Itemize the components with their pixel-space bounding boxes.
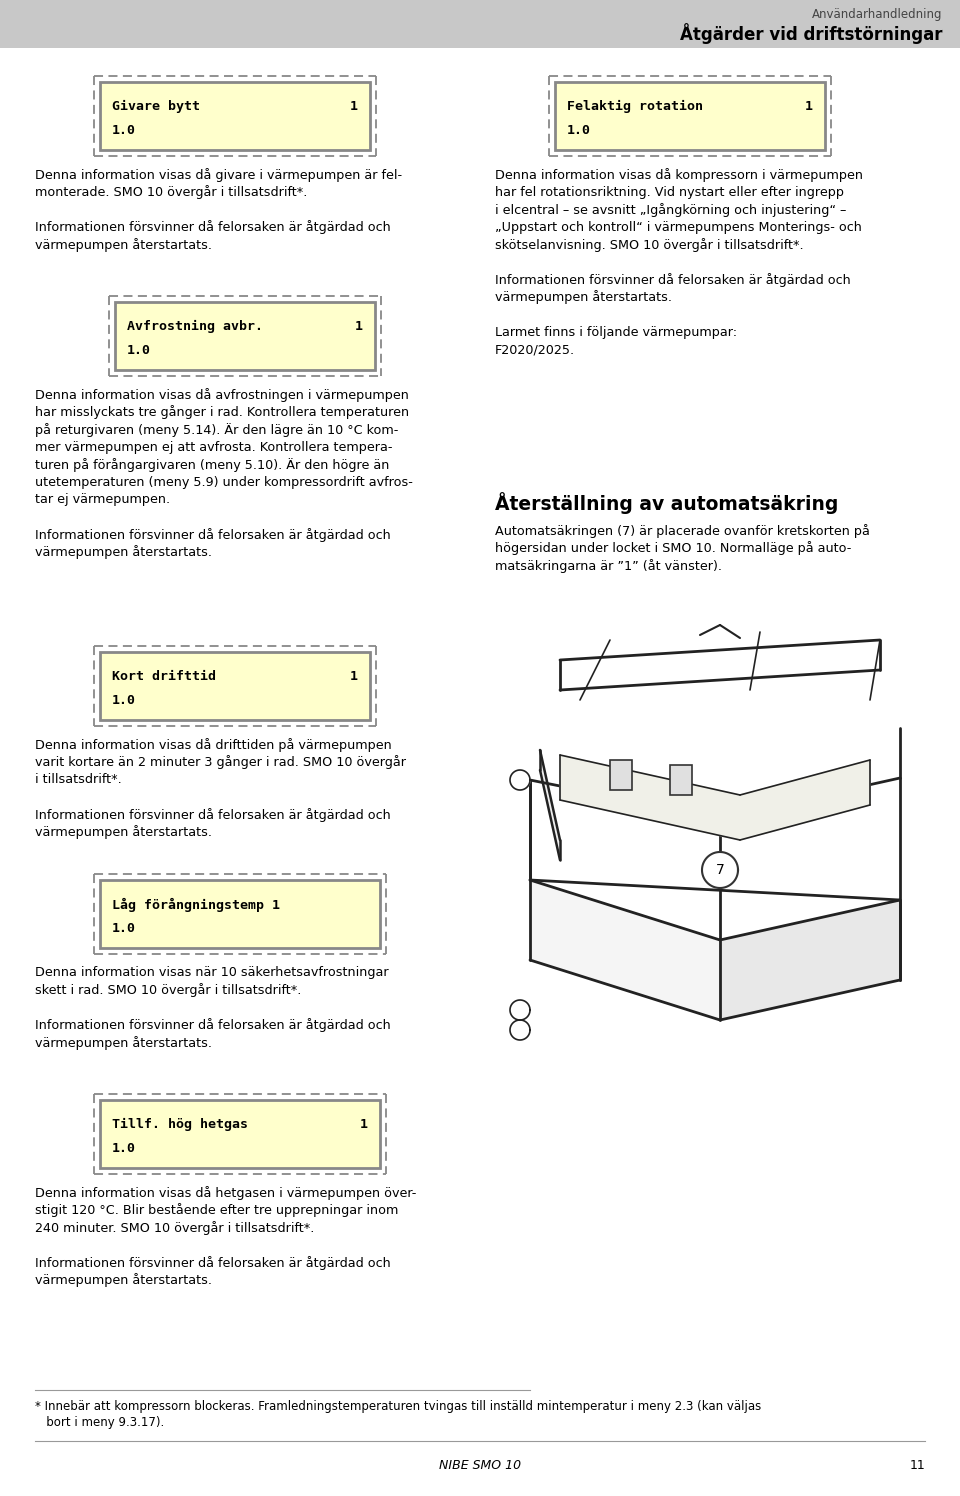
Text: tar ej värmepumpen.: tar ej värmepumpen. (35, 494, 170, 506)
Text: Informationen försvinner då felorsaken är åtgärdad och: Informationen försvinner då felorsaken ä… (35, 528, 391, 542)
Text: Åtgärder vid driftstörningar: Åtgärder vid driftstörningar (680, 24, 942, 45)
Text: turen på förångargivaren (meny 5.10). Är den högre än: turen på förångargivaren (meny 5.10). Är… (35, 458, 390, 471)
Text: Informationen försvinner då felorsaken är åtgärdad och: Informationen försvinner då felorsaken ä… (495, 272, 851, 287)
Text: „Uppstart och kontroll“ i värmepumpens Monterings- och: „Uppstart och kontroll“ i värmepumpens M… (495, 220, 862, 233)
Text: utetemperaturen (meny 5.9) under kompressordrift avfros-: utetemperaturen (meny 5.9) under kompres… (35, 476, 413, 489)
Text: Denna information visas då hetgasen i värmepumpen över-: Denna information visas då hetgasen i vä… (35, 1186, 417, 1200)
Text: på returgivaren (meny 5.14). Är den lägre än 10 °C kom-: på returgivaren (meny 5.14). Är den lägr… (35, 423, 398, 437)
Text: i elcentral – se avsnitt „Igångkörning och injustering“ –: i elcentral – se avsnitt „Igångkörning o… (495, 203, 847, 217)
Text: 1.0: 1.0 (112, 1141, 136, 1155)
Bar (100, 82, 370, 150)
Bar (555, 82, 825, 150)
Text: Informationen försvinner då felorsaken är åtgärdad och: Informationen försvinner då felorsaken ä… (35, 1257, 391, 1270)
Text: värmepumpen återstartats.: värmepumpen återstartats. (495, 290, 672, 305)
Bar (115, 302, 375, 370)
Bar (490, 619, 945, 1061)
Text: har misslyckats tre gånger i rad. Kontrollera temperaturen: har misslyckats tre gånger i rad. Kontro… (35, 405, 409, 419)
Polygon shape (702, 853, 738, 889)
Polygon shape (720, 901, 900, 1020)
Text: Informationen försvinner då felorsaken är åtgärdad och: Informationen försvinner då felorsaken ä… (35, 808, 391, 821)
Text: stigit 120 °C. Blir bestående efter tre upprepningar inom: stigit 120 °C. Blir bestående efter tre … (35, 1203, 398, 1218)
Text: bort i meny 9.3.17).: bort i meny 9.3.17). (35, 1417, 164, 1429)
Text: har fel rotationsriktning. Vid nystart eller efter ingrepp: har fel rotationsriktning. Vid nystart e… (495, 186, 844, 199)
Text: Givare bytt: Givare bytt (112, 100, 200, 114)
Text: värmepumpen återstartats.: värmepumpen återstartats. (35, 1273, 212, 1288)
Text: skötselanvisning. SMO 10 övergår i tillsatsdrift*.: skötselanvisning. SMO 10 övergår i tills… (495, 238, 804, 251)
Bar (100, 880, 380, 948)
Polygon shape (530, 880, 720, 1020)
Text: 7: 7 (715, 863, 725, 877)
Text: Tillf. hög hetgas: Tillf. hög hetgas (112, 1118, 248, 1131)
Text: Låg förångningstemp 1: Låg förångningstemp 1 (112, 898, 280, 913)
Text: Automatsäkringen (7) är placerade ovanför kretskorten på: Automatsäkringen (7) är placerade ovanfö… (495, 524, 870, 539)
Text: 11: 11 (909, 1459, 925, 1472)
Text: Denna information visas då avfrostningen i värmepumpen: Denna information visas då avfrostningen… (35, 387, 409, 402)
Text: värmepumpen återstartats.: värmepumpen återstartats. (35, 826, 212, 839)
Text: Kort drifttid: Kort drifttid (112, 670, 216, 684)
Polygon shape (510, 770, 530, 790)
Text: 1: 1 (360, 1118, 368, 1131)
Text: * Innebär att kompressorn blockeras. Framledningstemperaturen tvingas till instä: * Innebär att kompressorn blockeras. Fra… (35, 1400, 761, 1414)
Polygon shape (510, 999, 530, 1020)
Text: värmepumpen återstartats.: värmepumpen återstartats. (35, 546, 212, 560)
Bar (100, 652, 370, 720)
Text: 1: 1 (350, 670, 358, 684)
Polygon shape (510, 1020, 530, 1040)
Text: i tillsatsdrift*.: i tillsatsdrift*. (35, 773, 122, 785)
Text: monterade. SMO 10 övergår i tillsatsdrift*.: monterade. SMO 10 övergår i tillsatsdrif… (35, 186, 307, 199)
Text: Informationen försvinner då felorsaken är åtgärdad och: Informationen försvinner då felorsaken ä… (35, 1019, 391, 1032)
Text: matsäkringarna är ”1” (åt vänster).: matsäkringarna är ”1” (åt vänster). (495, 560, 722, 573)
Text: Användarhandledning: Användarhandledning (811, 7, 942, 21)
Polygon shape (560, 755, 870, 839)
Bar (610, 760, 632, 790)
Text: Denna information visas när 10 säkerhetsavfrostningar: Denna information visas när 10 säkerhets… (35, 966, 389, 978)
Text: 1: 1 (805, 100, 813, 114)
Text: 1.0: 1.0 (112, 694, 136, 708)
Text: F2020/2025.: F2020/2025. (495, 343, 575, 356)
Text: 1: 1 (355, 320, 363, 334)
Text: högersidan under locket i SMO 10. Normalläge på auto-: högersidan under locket i SMO 10. Normal… (495, 542, 852, 555)
Text: Denna information visas då kompressorn i värmepumpen: Denna information visas då kompressorn i… (495, 168, 863, 183)
Text: 1.0: 1.0 (112, 124, 136, 138)
Text: värmepumpen återstartats.: värmepumpen återstartats. (35, 238, 212, 251)
Text: Larmet finns i följande värmepumpar:: Larmet finns i följande värmepumpar: (495, 326, 737, 338)
Bar (0, 0, 960, 48)
Text: 1.0: 1.0 (127, 344, 151, 358)
Text: 1.0: 1.0 (112, 922, 136, 935)
Bar (100, 1100, 380, 1168)
Text: Återställning av automatsäkring: Återställning av automatsäkring (495, 492, 838, 515)
Text: Denna information visas då drifttiden på värmepumpen: Denna information visas då drifttiden på… (35, 738, 392, 752)
Text: Felaktig rotation: Felaktig rotation (567, 100, 703, 114)
Text: varit kortare än 2 minuter 3 gånger i rad. SMO 10 övergår: varit kortare än 2 minuter 3 gånger i ra… (35, 755, 406, 769)
Polygon shape (540, 749, 560, 860)
Text: Avfrostning avbr.: Avfrostning avbr. (127, 320, 263, 334)
Text: Informationen försvinner då felorsaken är åtgärdad och: Informationen försvinner då felorsaken ä… (35, 220, 391, 235)
Text: värmepumpen återstartats.: värmepumpen återstartats. (35, 1037, 212, 1050)
Text: NIBE SMO 10: NIBE SMO 10 (439, 1459, 521, 1472)
Text: 1: 1 (350, 100, 358, 114)
Bar (670, 764, 692, 794)
Text: skett i rad. SMO 10 övergår i tillsatsdrift*.: skett i rad. SMO 10 övergår i tillsatsdr… (35, 983, 301, 998)
Text: mer värmepumpen ej att avfrosta. Kontrollera tempera-: mer värmepumpen ej att avfrosta. Kontrol… (35, 440, 393, 453)
Text: 240 minuter. SMO 10 övergår i tillsatsdrift*.: 240 minuter. SMO 10 övergår i tillsatsdr… (35, 1221, 314, 1236)
Text: Denna information visas då givare i värmepumpen är fel-: Denna information visas då givare i värm… (35, 168, 402, 183)
Text: 1.0: 1.0 (567, 124, 591, 138)
